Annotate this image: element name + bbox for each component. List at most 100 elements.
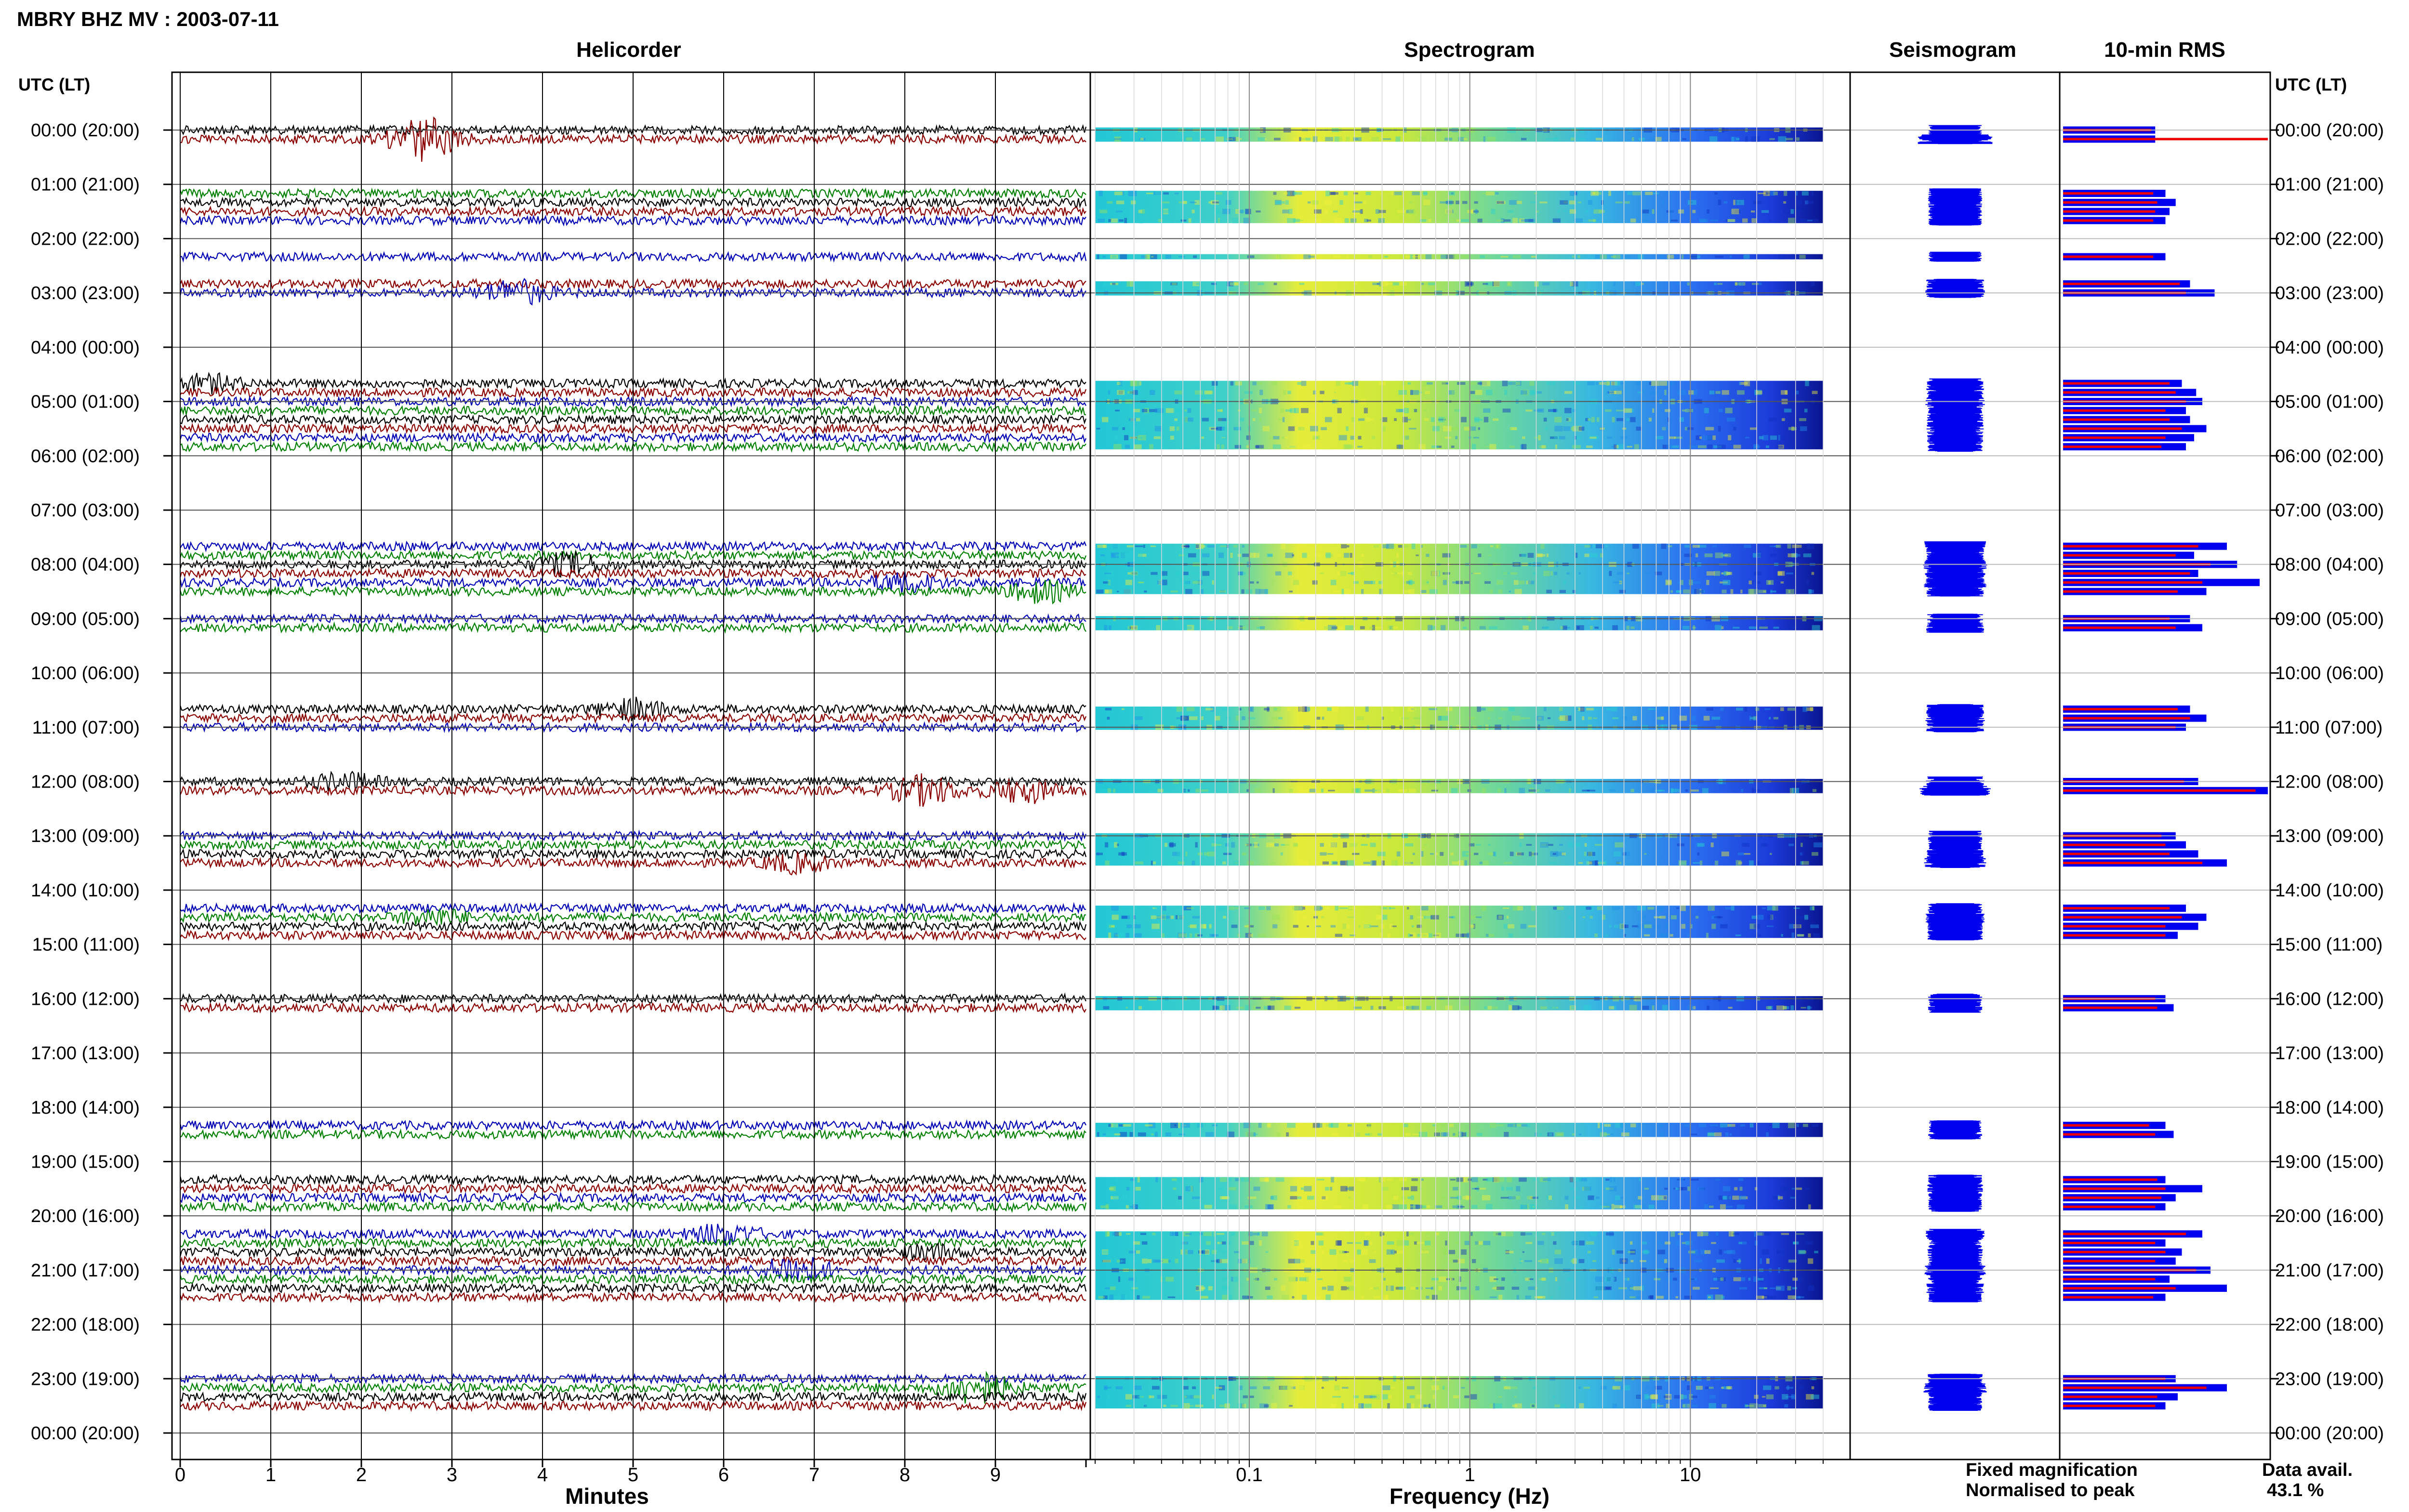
spectrogram-speckle (1671, 445, 1679, 448)
spectrogram-speckle (1604, 409, 1612, 412)
spectrogram-speckle (1533, 1386, 1537, 1389)
spectrogram-speckle (1108, 390, 1111, 395)
spectrogram-speckle (1782, 1006, 1789, 1010)
spectrogram-speckle (1391, 925, 1397, 927)
spectrogram-speckle (1370, 860, 1376, 866)
spectrogram-speckle (1117, 390, 1125, 395)
spectrogram-speckle (1675, 1296, 1679, 1299)
spectrogram-speckle (1485, 933, 1489, 937)
rms-bar-normalised (2063, 391, 2176, 394)
spectrogram-speckle (1744, 544, 1751, 548)
spectrogram-speckle (1593, 209, 1602, 214)
spectrogram-speckle (1676, 907, 1680, 909)
spectrogram-speckle (1144, 255, 1150, 259)
spectrogram-speckle (1798, 1197, 1801, 1199)
spectrogram-speckle (1222, 708, 1230, 711)
spectrogram-speckle (1482, 1179, 1488, 1181)
spectrogram-speckle (1460, 545, 1467, 548)
spectrogram-speckle (1762, 435, 1769, 441)
spectrogram-speckle (1477, 218, 1482, 223)
spectrogram-speckle (1602, 915, 1606, 920)
spectrogram-speckle (1739, 1287, 1747, 1289)
spectrogram-speckle (1386, 1205, 1393, 1209)
spectrogram-speckle (1238, 1259, 1246, 1263)
spectrogram-speckle (1410, 390, 1419, 395)
spectrogram-speckle (1412, 256, 1420, 258)
spectrogram-speckle (1692, 581, 1701, 584)
spectrogram-speckle (1371, 137, 1379, 142)
spectrogram-speckle (1272, 924, 1278, 929)
spectrogram-speckle (1158, 580, 1162, 585)
spectrogram-speckle (1453, 1260, 1459, 1263)
spectrogram-speckle (1798, 544, 1802, 548)
spectrogram-speckle (1370, 1005, 1374, 1010)
spectrogram-speckle (1100, 1205, 1109, 1209)
spectrogram-speckle (1292, 906, 1298, 910)
spectrogram-speckle (1217, 1242, 1222, 1244)
spectrogram-speckle (1550, 436, 1557, 439)
spectrogram-speckle (1312, 200, 1319, 205)
spectrogram-speckle (1192, 1386, 1196, 1389)
spectrogram-speckle (1522, 390, 1529, 395)
spectrogram-speckle (1245, 933, 1252, 938)
spectrogram-speckle (1233, 860, 1240, 866)
spectrogram-speckle (1599, 427, 1604, 431)
spectrogram-speckle (1341, 1286, 1347, 1290)
spectrogram-speckle (1152, 1232, 1156, 1236)
spectrogram-speckle (1630, 789, 1634, 792)
spectrogram-speckle (1337, 1240, 1342, 1246)
spectrogram-speckle (1417, 933, 1421, 937)
spectrogram-speckle (1611, 1204, 1615, 1210)
spectrogram-speckle (1276, 254, 1281, 259)
spectrogram-speckle (1325, 907, 1329, 909)
spectrogram-speckle (1479, 626, 1486, 630)
spectrogram-speckle (1317, 1278, 1323, 1280)
spectrogram-speckle (1273, 706, 1281, 712)
spectrogram-speckle (1678, 209, 1684, 214)
spectrogram-speckle (1314, 219, 1322, 223)
spectrogram-speckle (1808, 1285, 1814, 1291)
spectrogram-speckle (1660, 706, 1668, 712)
spectrogram-speckle (1310, 426, 1318, 432)
spectrogram-speckle (1642, 1006, 1649, 1010)
spectrogram-speckle (1701, 1232, 1708, 1236)
spectrogram-speckle (1111, 1123, 1118, 1128)
spectrogram-speckle (1332, 1133, 1339, 1136)
spectrogram-speckle (1521, 444, 1527, 450)
spectrogram-speckle (1492, 1287, 1500, 1289)
spectrogram-speckle (1219, 1405, 1226, 1407)
spectrogram-speckle (1161, 1259, 1168, 1263)
spectrogram-speckle (1511, 427, 1517, 430)
spectrogram-speckle (1293, 219, 1300, 223)
spectrogram-speckle (1508, 1007, 1512, 1009)
spectrogram-speckle (1489, 589, 1493, 594)
spectrogram-speckle (1667, 254, 1674, 259)
spectrogram-speckle (1105, 860, 1110, 866)
spectrogram-speckle (1361, 1403, 1364, 1408)
spectrogram-speckle (1418, 136, 1427, 142)
spectrogram-speckle (1178, 554, 1184, 556)
spectrogram-speckle (1710, 842, 1714, 847)
spectrogram-speckle (1349, 1186, 1354, 1191)
frequency-tick-label: 0.1 (1236, 1464, 1263, 1486)
spectrogram-speckle (1713, 445, 1722, 448)
spectrogram-speckle (1111, 925, 1115, 927)
spectrogram-speckle (1112, 427, 1119, 431)
spectrogram-speckle (1373, 545, 1379, 548)
spectrogram-speckle (1109, 1187, 1114, 1190)
rms-bar-normalised (2063, 843, 2166, 846)
spectrogram-speckle (1585, 210, 1588, 213)
spectrogram-block (1095, 1122, 1823, 1137)
spectrogram-speckle (1394, 418, 1397, 421)
spectrogram-speckle (1379, 419, 1383, 421)
spectrogram-speckle (1632, 925, 1639, 928)
spectrogram-speckle (1144, 1405, 1151, 1407)
spectrogram-speckle (1710, 219, 1719, 222)
spectrogram-speckle (1605, 545, 1608, 548)
spectrogram-speckle (1127, 626, 1134, 630)
spectrogram-speckle (1432, 1124, 1436, 1127)
spectrogram-speckle (1216, 136, 1224, 142)
spectrogram-speckle (1687, 1385, 1692, 1391)
spectrogram-speckle (1786, 1396, 1794, 1398)
spectrogram-speckle (1586, 861, 1589, 865)
